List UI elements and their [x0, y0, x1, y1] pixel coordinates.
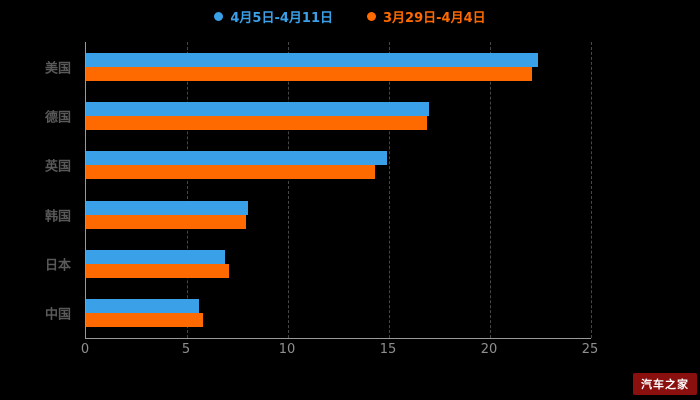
legend-item-week2[interactable]: 4月5日-4月11日 [214, 7, 333, 26]
category-label-4: 韩国 [44, 209, 71, 225]
bar-日本-series1 [86, 249, 226, 264]
gridline [490, 42, 491, 338]
gridline [288, 42, 289, 338]
x-tick-label-0: 0 [80, 342, 90, 357]
bar-英国-series2 [86, 165, 375, 180]
y-axis-category-labels: 美国德国英国韩国日本中国 [0, 42, 78, 338]
bar-美国-series1 [86, 52, 539, 67]
gridline [187, 42, 188, 338]
bar-中国-series2 [86, 313, 204, 328]
bar-韩国-series1 [86, 200, 248, 215]
x-tick-label-5: 5 [181, 342, 191, 357]
bar-英国-series1 [86, 151, 387, 166]
plot-area [85, 42, 592, 339]
legend-dot-blue-icon [214, 12, 224, 21]
category-label-3: 英国 [44, 159, 71, 175]
x-tick-label-15: 15 [379, 342, 397, 357]
bar-德国-series1 [86, 101, 430, 116]
chart-legend: 4月5日-4月11日 3月29日-4月4日 [0, 7, 700, 26]
bar-日本-series2 [86, 263, 230, 278]
bar-group-3 [86, 141, 591, 190]
bar-group-5 [86, 239, 591, 288]
watermark: 汽车之家 [633, 373, 697, 395]
bar-group-2 [86, 91, 591, 140]
x-tick-label-25: 25 [581, 342, 599, 357]
category-label-2: 德国 [44, 110, 71, 126]
gridline [389, 42, 390, 338]
legend-dot-orange-icon [367, 12, 376, 21]
category-label-1: 美国 [44, 61, 71, 77]
bar-美国-series2 [86, 66, 533, 81]
legend-label-week2: 4月5日-4月11日 [230, 11, 333, 26]
bar-group-4 [86, 190, 591, 239]
gridline [591, 42, 592, 338]
bar-德国-series2 [86, 115, 428, 130]
bar-group-1 [86, 42, 591, 91]
x-tick-label-10: 10 [278, 342, 296, 357]
legend-item-week1[interactable]: 3月29日-4月4日 [367, 7, 486, 26]
bar-中国-series1 [86, 299, 200, 314]
bar-group-6 [86, 289, 591, 338]
category-label-5: 日本 [44, 258, 71, 274]
legend-label-week1: 3月29日-4月4日 [383, 11, 486, 26]
x-axis-tick-labels: 0 5 10 15 20 25 [81, 342, 598, 360]
x-tick-label-20: 20 [480, 342, 498, 357]
category-label-6: 中国 [44, 307, 71, 323]
bar-韩国-series2 [86, 214, 246, 229]
